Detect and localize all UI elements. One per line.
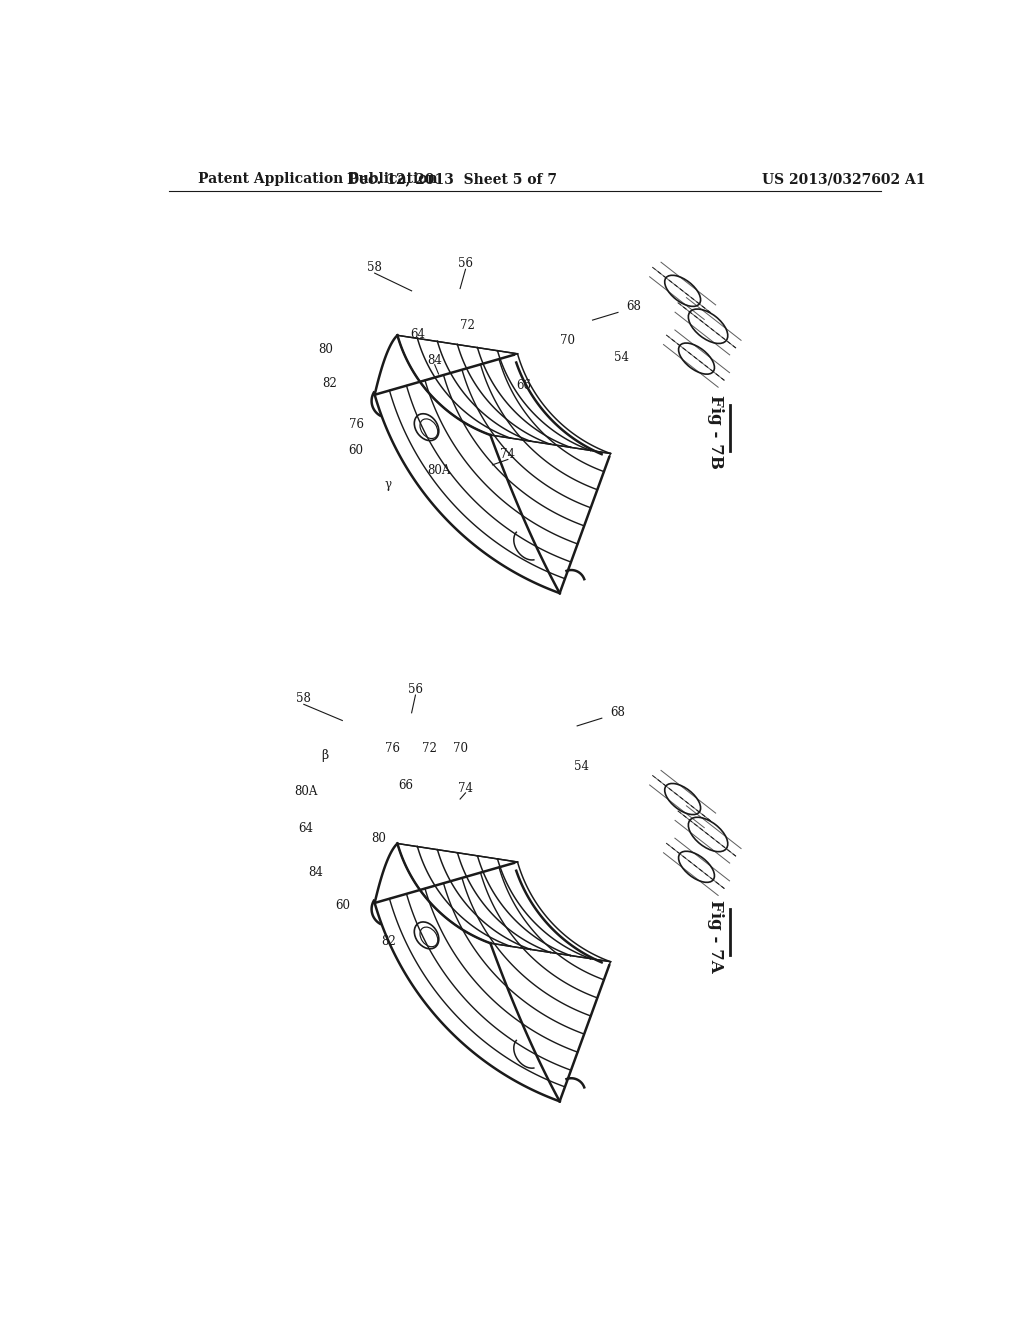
Text: 70: 70: [560, 334, 575, 347]
Text: γ: γ: [385, 478, 392, 491]
Text: Fig - 7A: Fig - 7A: [708, 900, 724, 973]
Text: 56: 56: [408, 684, 423, 696]
Text: 80A: 80A: [295, 785, 317, 797]
Text: 66: 66: [516, 379, 530, 392]
Text: 80: 80: [371, 832, 386, 845]
Text: 82: 82: [322, 376, 337, 389]
Text: Fig - 7B: Fig - 7B: [708, 395, 724, 469]
Text: 56: 56: [458, 257, 473, 271]
Text: 60: 60: [348, 445, 364, 458]
Text: 84: 84: [427, 354, 442, 367]
Text: 80A: 80A: [427, 463, 451, 477]
Text: 68: 68: [626, 300, 641, 313]
Text: 54: 54: [573, 760, 589, 774]
Text: 64: 64: [411, 329, 425, 342]
Text: 58: 58: [296, 693, 311, 705]
Text: β: β: [322, 748, 329, 762]
Text: Patent Application Publication: Patent Application Publication: [199, 172, 438, 186]
Text: 58: 58: [368, 261, 382, 275]
Text: 70: 70: [453, 742, 468, 755]
Text: 76: 76: [385, 742, 399, 755]
Text: 76: 76: [348, 417, 364, 430]
Text: 66: 66: [398, 779, 414, 792]
Text: 68: 68: [609, 706, 625, 719]
Text: 60: 60: [335, 899, 350, 912]
Text: 74: 74: [501, 449, 515, 462]
Text: 72: 72: [461, 319, 475, 333]
Text: 54: 54: [614, 351, 630, 363]
Text: 64: 64: [299, 822, 313, 834]
Text: 84: 84: [308, 866, 323, 879]
Text: Dec. 12, 2013  Sheet 5 of 7: Dec. 12, 2013 Sheet 5 of 7: [347, 172, 557, 186]
Text: US 2013/0327602 A1: US 2013/0327602 A1: [762, 172, 926, 186]
Text: 80: 80: [317, 343, 333, 356]
Text: 74: 74: [458, 781, 473, 795]
Text: 72: 72: [422, 742, 437, 755]
Text: 82: 82: [381, 935, 396, 948]
